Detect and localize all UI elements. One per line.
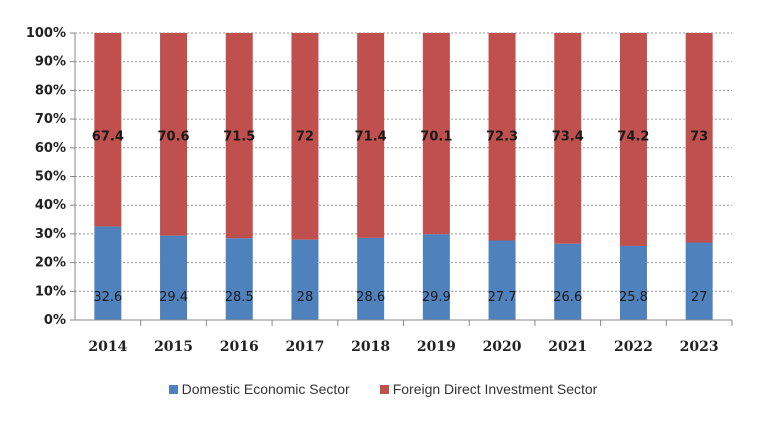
y-tick-label: 80% (35, 83, 66, 98)
data-label-fdi-2022: 74.2 (617, 129, 649, 144)
bar-fdi-2019 (422, 33, 450, 235)
bar-fdi-2016 (225, 33, 253, 239)
x-axis: 2014 2015 2016 2017 2018 2019 2020 2021 2022 2023 (75, 319, 733, 355)
data-label-domestic-2019: 29.9 (422, 290, 451, 305)
data-label-fdi-2019: 70.1 (420, 129, 452, 144)
legend-swatch-domestic (168, 384, 178, 394)
bar-domestic-2020 (488, 240, 516, 320)
y-tick-label: 50% (35, 170, 66, 185)
legend-label-fdi: Foreign Direct Investment Sector (392, 381, 598, 397)
bar-domestic-2014 (94, 226, 122, 320)
y-tick-label: 20% (35, 256, 66, 271)
bar-domestic-2022 (619, 245, 647, 320)
data-label-fdi-2017: 72 (296, 129, 314, 144)
data-label-domestic-2016: 28.5 (225, 290, 254, 305)
y-axis: 0% 10% 20% 30% 40% 50% 60% 70% 80% 90% 100% (26, 26, 76, 328)
data-label-domestic-2023: 27 (691, 290, 708, 305)
bar-fdi-2015 (160, 33, 188, 236)
data-labels: 32.6 67.4 29.4 70.6 28.5 71.5 28 72 28.6 71.4 29.9… (92, 129, 708, 305)
x-tick-label-2021: 2021 (548, 339, 587, 355)
y-tick-label: 60% (35, 141, 66, 156)
y-tick-label: 0% (44, 313, 66, 328)
data-label-domestic-2021: 26.6 (553, 290, 582, 305)
x-tick-label-2014: 2014 (88, 339, 127, 355)
data-label-fdi-2018: 71.4 (355, 129, 387, 144)
data-label-fdi-2023: 73 (690, 129, 708, 144)
bars (94, 33, 713, 320)
data-label-fdi-2020: 72.3 (486, 129, 518, 144)
bar-domestic-2023 (685, 242, 713, 320)
bar-domestic-2019 (422, 234, 450, 320)
x-tick-label-2023: 2023 (680, 339, 719, 355)
legend: Domestic Economic Sector Foreign Direct … (0, 381, 766, 397)
y-tick-label: 90% (35, 55, 66, 70)
bar-fdi-2023 (685, 33, 713, 243)
x-tick-label-2020: 2020 (483, 339, 522, 355)
data-label-fdi-2014: 67.4 (92, 129, 124, 144)
x-tick-label-2015: 2015 (154, 339, 193, 355)
data-label-fdi-2021: 73.4 (552, 129, 584, 144)
y-tick-label: 40% (35, 198, 66, 213)
bar-fdi-2017 (291, 33, 319, 240)
x-tick-label-2022: 2022 (614, 339, 653, 355)
x-tick-label-2017: 2017 (285, 339, 324, 355)
data-label-domestic-2020: 27.7 (488, 290, 517, 305)
bar-domestic-2017 (291, 239, 319, 320)
bar-fdi-2018 (357, 33, 385, 238)
data-label-domestic-2018: 28.6 (356, 290, 385, 305)
bar-fdi-2022 (619, 33, 647, 246)
data-label-domestic-2015: 29.4 (159, 290, 188, 305)
data-label-fdi-2015: 70.6 (158, 129, 190, 144)
x-tick-label-2016: 2016 (220, 339, 259, 355)
y-tick-label: 10% (35, 284, 66, 299)
legend-label-domestic: Domestic Economic Sector (181, 381, 350, 397)
legend-swatch-fdi (379, 384, 389, 394)
bar-domestic-2016 (225, 238, 253, 320)
data-label-domestic-2022: 25.8 (619, 290, 648, 305)
bar-fdi-2020 (488, 33, 516, 241)
bar-domestic-2018 (357, 237, 385, 320)
data-label-domestic-2014: 32.6 (93, 290, 122, 305)
data-label-fdi-2016: 71.5 (223, 129, 255, 144)
bar-fdi-2014 (94, 33, 122, 227)
x-tick-label-2018: 2018 (351, 339, 390, 355)
bar-domestic-2021 (554, 243, 582, 320)
y-tick-label: 30% (35, 227, 66, 242)
bar-domestic-2015 (160, 235, 188, 320)
data-label-domestic-2017: 28 (297, 290, 314, 305)
x-tick-label-2019: 2019 (417, 339, 456, 355)
bar-fdi-2021 (554, 33, 582, 244)
legend-item-fdi: Foreign Direct Investment Sector (379, 381, 598, 397)
legend-item-domestic: Domestic Economic Sector (168, 381, 350, 397)
y-tick-label: 70% (35, 112, 66, 127)
y-tick-label: 100% (26, 26, 66, 41)
